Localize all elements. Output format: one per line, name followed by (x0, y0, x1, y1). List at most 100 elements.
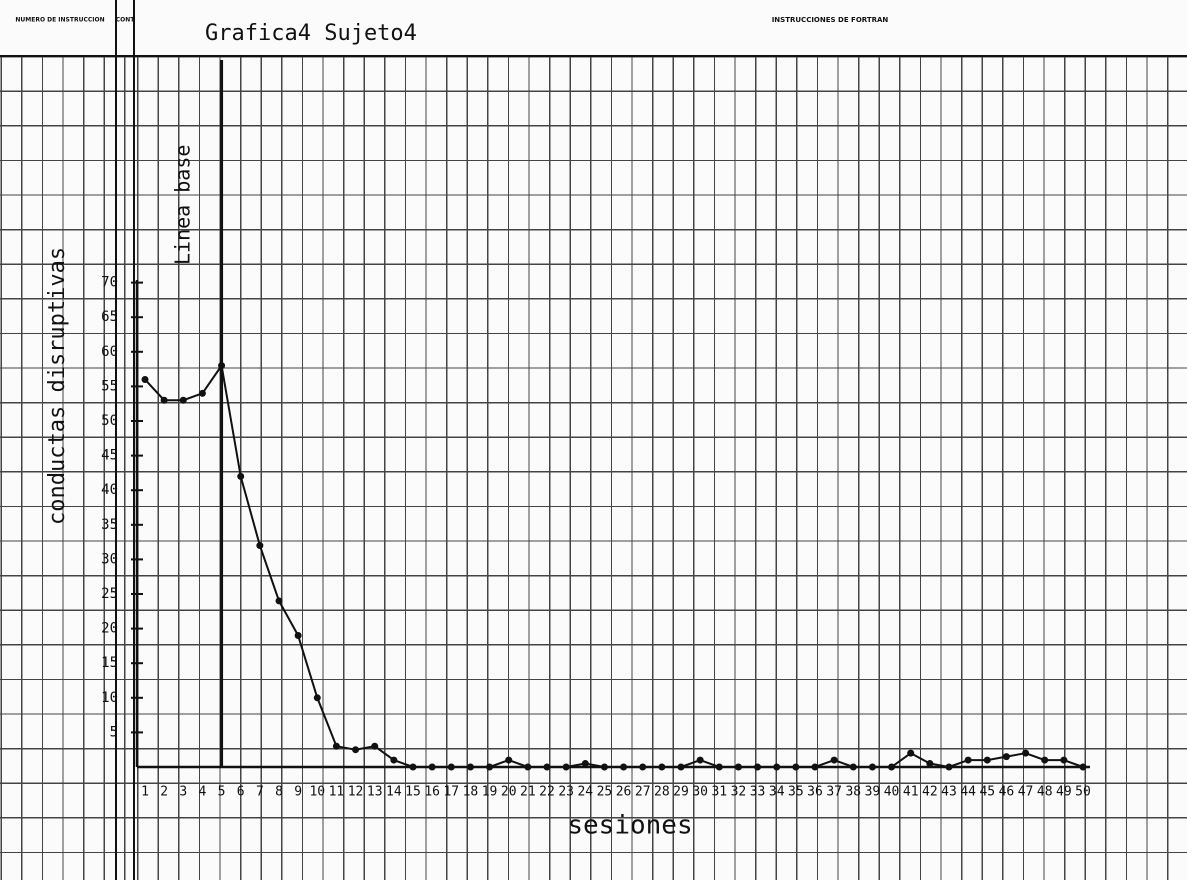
data-point (849, 763, 857, 771)
y-tick-label: 20 (101, 621, 118, 637)
x-tick-label: 26 (616, 785, 632, 800)
x-tick-label: 46 (999, 785, 1015, 800)
data-point (1079, 763, 1087, 771)
data-point (868, 763, 876, 771)
data-point (524, 763, 532, 771)
chart-title: Grafica4 Sujeto4 (205, 21, 417, 46)
x-tick-label: 35 (788, 785, 804, 800)
data-point (275, 597, 283, 605)
x-axis-label: sesiones (567, 811, 692, 841)
x-tick-label: 17 (443, 785, 459, 800)
data-point (562, 763, 570, 771)
data-point (581, 760, 589, 768)
x-tick-label: 14 (386, 785, 402, 800)
data-point (907, 749, 915, 757)
data-point (447, 763, 455, 771)
x-tick-label: 33 (750, 785, 766, 800)
data-point (141, 375, 149, 383)
data-point (639, 763, 647, 771)
header-left: NUMERO DE INSTRUCCION (15, 17, 104, 24)
y-tick-label: 65 (101, 309, 118, 325)
y-tick-label: 70 (101, 275, 118, 291)
x-tick-label: 9 (294, 785, 302, 800)
data-point (658, 763, 666, 771)
x-tick-label: 47 (1018, 785, 1034, 800)
data-point (1022, 749, 1030, 757)
x-tick-label: 6 (237, 785, 245, 800)
y-tick-label: 25 (101, 586, 118, 602)
x-tick-label: 19 (482, 785, 498, 800)
x-tick-label: 49 (1056, 785, 1072, 800)
x-tick-label: 45 (979, 785, 995, 800)
data-point (734, 763, 742, 771)
x-tick-label: 5 (218, 785, 226, 800)
data-point (256, 542, 264, 550)
x-tick-label: 8 (275, 785, 283, 800)
x-tick-label: 40 (884, 785, 900, 800)
data-point (1060, 756, 1068, 764)
data-point (792, 763, 800, 771)
x-tick-label: 4 (199, 785, 207, 800)
x-tick-label: 7 (256, 785, 264, 800)
x-tick-label: 32 (731, 785, 747, 800)
data-point (313, 694, 321, 702)
data-line (144, 363, 1084, 769)
data-point (160, 396, 168, 404)
data-point (926, 760, 934, 768)
data-point (1002, 753, 1010, 761)
x-tick-label: 25 (597, 785, 613, 800)
y-tick-label: 30 (101, 551, 118, 567)
x-tick-label: 36 (807, 785, 823, 800)
data-point (332, 742, 340, 750)
data-point (237, 472, 245, 480)
x-tick-label: 48 (1037, 785, 1053, 800)
x-tick-label: 43 (941, 785, 957, 800)
data-point (677, 763, 685, 771)
x-tick-label: 27 (635, 785, 651, 800)
x-tick-label: 10 (309, 785, 325, 800)
x-tick-label: 29 (673, 785, 689, 800)
data-point (964, 756, 972, 764)
x-tick-label: 23 (558, 785, 574, 800)
x-tick-label: 41 (903, 785, 919, 800)
x-tick-label: 18 (463, 785, 479, 800)
y-tick-label: 45 (101, 448, 118, 464)
header-band (0, 0, 1187, 56)
x-tick-label: 50 (1075, 785, 1091, 800)
data-point (888, 763, 896, 771)
y-axis-label: conductas disruptivas (45, 247, 70, 525)
data-point (198, 389, 206, 397)
x-tick-label: 37 (826, 785, 842, 800)
x-tick-label: 2 (160, 785, 168, 800)
x-tick-label: 24 (577, 785, 593, 800)
data-point (505, 756, 513, 764)
x-tick-label: 11 (329, 785, 345, 800)
annotation: Linea base (171, 145, 195, 265)
x-tick-label: 20 (501, 785, 517, 800)
data-point (696, 756, 704, 764)
x-tick-label: 42 (922, 785, 938, 800)
data-point (754, 763, 762, 771)
x-tick-label: 39 (865, 785, 881, 800)
x-tick-label: 15 (405, 785, 421, 800)
y-tick-label: 50 (101, 413, 118, 429)
data-point (543, 763, 551, 771)
data-point (409, 763, 417, 771)
y-tick-label: 5 (110, 724, 118, 740)
y-tick-label: 40 (101, 482, 118, 498)
data-point (179, 396, 187, 404)
header-cont: CONT (116, 17, 136, 24)
data-point (1041, 756, 1049, 764)
data-point (600, 763, 608, 771)
y-tick-label: 15 (101, 655, 118, 671)
y-tick-label: 60 (101, 344, 118, 360)
x-tick-label: 28 (654, 785, 670, 800)
x-tick-label: 22 (539, 785, 555, 800)
data-point (390, 756, 398, 764)
x-tick-label: 38 (845, 785, 861, 800)
data-point (218, 362, 226, 370)
header-right: INSTRUCCIONES DE FORTRAN (772, 16, 889, 24)
data-point (466, 763, 474, 771)
